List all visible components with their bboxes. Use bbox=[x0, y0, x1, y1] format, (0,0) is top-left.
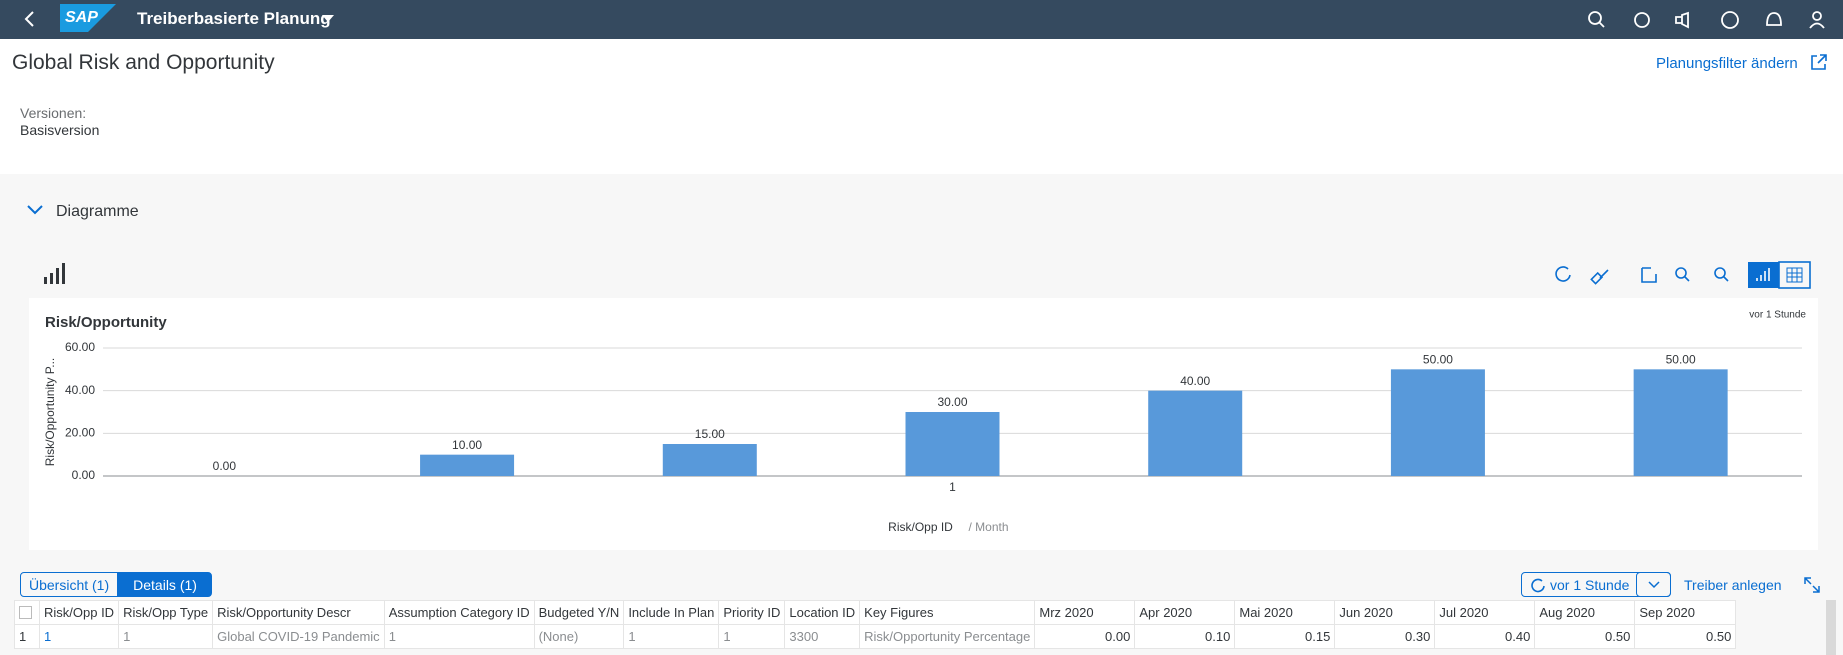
column-header[interactable]: Aug 2020 bbox=[1534, 600, 1636, 625]
timestamp: vor 1 Stunde bbox=[1749, 310, 1806, 321]
checkbox[interactable] bbox=[19, 606, 32, 619]
sap-logo[interactable]: SAP bbox=[60, 4, 116, 32]
table-cell[interactable]: 1 bbox=[38, 624, 120, 649]
chart: Risk/Opportunity vor 1 Stunde Risk/Opportu… bbox=[43, 310, 1806, 535]
bar bbox=[420, 454, 515, 476]
shell-bar: SAP Treiberbasierte Planung bbox=[0, 0, 1843, 39]
bar bbox=[1633, 369, 1728, 476]
column-header[interactable]: Risk/Opp Type bbox=[118, 600, 214, 625]
column-header[interactable]: Risk/Opp ID bbox=[38, 600, 120, 625]
tab[interactable]: Details (1) bbox=[118, 572, 212, 597]
back-icon[interactable] bbox=[20, 8, 40, 30]
y-tick-label: 60.00 bbox=[65, 340, 95, 354]
chart-icon bbox=[44, 263, 65, 284]
column-header[interactable]: Location ID bbox=[784, 600, 861, 625]
create-link[interactable]: Treiber anlegen bbox=[1684, 577, 1782, 593]
table-cell: 0.00 bbox=[1034, 624, 1136, 649]
column-header[interactable]: Risk/Opportunity Descr bbox=[212, 600, 385, 625]
group-label: 1 bbox=[949, 480, 956, 494]
value-label: 15.00 bbox=[695, 427, 725, 441]
chevron bbox=[1647, 580, 1660, 588]
page-title: Global Risk and Opportunity bbox=[12, 51, 275, 74]
versions-label: Versionen: bbox=[20, 105, 87, 121]
y-tick-label: 40.00 bbox=[65, 383, 95, 397]
bar bbox=[905, 412, 1000, 476]
table-cell: 1 bbox=[623, 624, 720, 649]
tab[interactable]: Übersicht (1) bbox=[20, 572, 119, 597]
column-header[interactable]: Jul 2020 bbox=[1434, 600, 1536, 625]
table-cell: 1 bbox=[14, 624, 40, 649]
table-cell: 1 bbox=[718, 624, 786, 649]
scrollbar[interactable] bbox=[1826, 600, 1836, 655]
column-header[interactable]: Include In Plan bbox=[623, 600, 720, 625]
bar bbox=[1390, 369, 1485, 476]
table-cell: 0.30 bbox=[1334, 624, 1436, 649]
y-tick-label: 20.00 bbox=[65, 426, 95, 440]
table-row: 1 1 1 Global COVID-19 Pandemic 1 (None) 1 1 3300… bbox=[14, 624, 1737, 649]
column-header[interactable]: Mrz 2020 bbox=[1034, 600, 1136, 625]
column-header[interactable]: Mai 2020 bbox=[1234, 600, 1336, 625]
refresh-icon bbox=[1531, 578, 1545, 593]
header-row: Risk/Opp ID Risk/Opp Type Risk/Opportunity… bbox=[14, 600, 1737, 625]
table-cell: Global COVID-19 Pandemic bbox=[212, 624, 385, 649]
table-cell: 3300 bbox=[784, 624, 861, 649]
value-label: 40.00 bbox=[1180, 374, 1210, 388]
refresh-menu[interactable] bbox=[1636, 572, 1671, 597]
collapse-icon[interactable] bbox=[26, 203, 44, 217]
filter-link[interactable]: Planungsfilter ändern bbox=[1656, 55, 1798, 72]
table-cell: (None) bbox=[533, 624, 625, 649]
column-header[interactable]: Priority ID bbox=[718, 600, 786, 625]
chart-title: Risk/Opportunity bbox=[45, 314, 167, 331]
value-label: 10.00 bbox=[452, 438, 482, 452]
column-header[interactable]: Assumption Category ID bbox=[383, 600, 535, 625]
app-title[interactable]: Treiberbasierte Planung bbox=[137, 9, 331, 28]
y-axis-label: Risk/Opportunity P... bbox=[43, 358, 57, 467]
column-header[interactable]: Key Figures bbox=[859, 600, 1036, 625]
table-cell: 0.50 bbox=[1634, 624, 1737, 649]
table-cell: 0.50 bbox=[1534, 624, 1636, 649]
fullscreen-icon[interactable] bbox=[1803, 576, 1821, 594]
column-header[interactable]: Budgeted Y/N bbox=[533, 600, 625, 625]
section-title[interactable]: Diagramme bbox=[56, 203, 139, 220]
table-container: Risk/Opp ID Risk/Opp Type Risk/Opportunity… bbox=[14, 600, 1737, 649]
bar bbox=[662, 444, 757, 476]
table-cell: 0.10 bbox=[1134, 624, 1236, 649]
x-axis-label-secondary: / Month bbox=[969, 520, 1009, 534]
column-header[interactable]: Apr 2020 bbox=[1134, 600, 1236, 625]
select-all[interactable] bbox=[14, 600, 40, 625]
versions-value: Basisversion bbox=[20, 122, 100, 138]
bar bbox=[1148, 390, 1243, 476]
column-header[interactable]: Sep 2020 bbox=[1634, 600, 1737, 625]
chart-card: Risk/Opportunity vor 1 Stunde Risk/Opportu… bbox=[29, 298, 1818, 550]
refresh-label: vor 1 Stunde bbox=[1550, 576, 1630, 593]
table-cell: 0.40 bbox=[1434, 624, 1536, 649]
chart-toolbar[interactable] bbox=[1550, 260, 1812, 290]
table-cell: 0.15 bbox=[1234, 624, 1336, 649]
value-label: 50.00 bbox=[1666, 353, 1696, 367]
table-cell: 1 bbox=[118, 624, 214, 649]
tabs: Übersicht (1) Details (1) bbox=[20, 572, 212, 597]
table-cell: 1 bbox=[383, 624, 535, 649]
svg-text:SAP: SAP bbox=[65, 9, 98, 26]
table-cell: Risk/Opportunity Percentage bbox=[859, 624, 1036, 649]
dropdown-icon[interactable] bbox=[322, 13, 334, 23]
share-icon[interactable] bbox=[1810, 53, 1828, 71]
shell-icons[interactable] bbox=[1585, 8, 1825, 32]
y-tick-label: 0.00 bbox=[72, 468, 96, 482]
value-label: 50.00 bbox=[1423, 353, 1453, 367]
data-table: Risk/Opp ID Risk/Opp Type Risk/Opportunity… bbox=[14, 600, 1737, 649]
column-header[interactable]: Jun 2020 bbox=[1334, 600, 1436, 625]
value-label: 30.00 bbox=[937, 395, 967, 409]
x-axis-label: Risk/Opp ID bbox=[888, 520, 953, 534]
value-label: 0.00 bbox=[213, 459, 237, 473]
